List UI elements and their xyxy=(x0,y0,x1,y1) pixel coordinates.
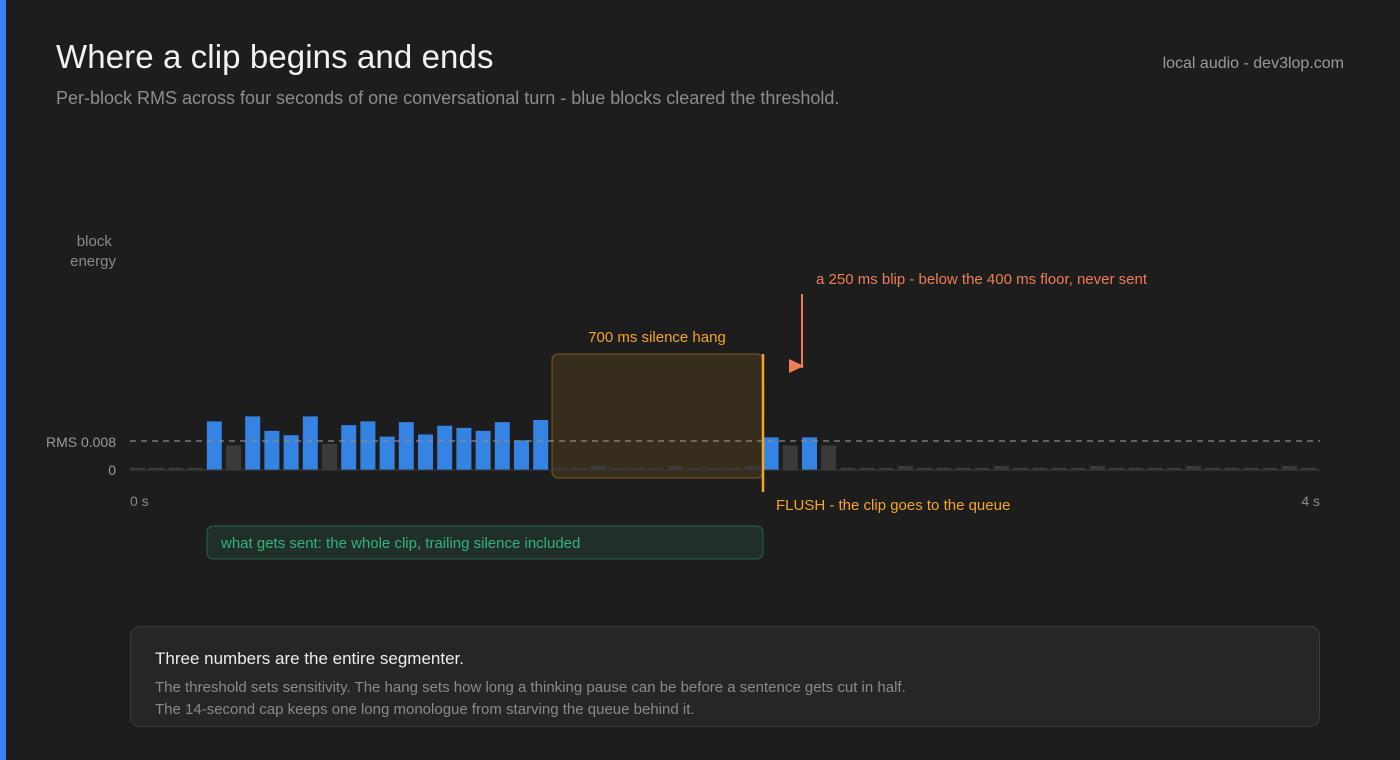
bar-active xyxy=(360,421,376,470)
bar-silent xyxy=(226,445,241,470)
bar-active xyxy=(379,436,395,470)
y-axis-label-line2: energy xyxy=(70,253,116,270)
bar-silent xyxy=(936,467,952,470)
bar-silent xyxy=(1224,467,1240,470)
bar-silent xyxy=(1013,467,1029,470)
bar-silent xyxy=(1243,467,1259,470)
hang-label: 700 ms silence hang xyxy=(588,329,726,346)
bar-silent xyxy=(955,467,971,470)
page-title: Where a clip begins and ends xyxy=(56,38,494,75)
bar-silent xyxy=(130,467,145,470)
bar-silent xyxy=(629,467,645,470)
bar-active xyxy=(264,430,280,470)
bar-silent xyxy=(149,467,165,470)
bar-silent xyxy=(1032,467,1048,470)
bar-silent xyxy=(1109,467,1125,470)
y-axis-label-line1: block xyxy=(77,233,113,250)
bar-silent xyxy=(1166,467,1182,470)
bar-active xyxy=(456,427,472,470)
bar-active xyxy=(437,425,453,470)
sent-label: what gets sent: the whole clip, trailing… xyxy=(220,535,580,552)
note-line-2: The 14-second cap keeps one long monolog… xyxy=(155,701,695,718)
x-end-label: 4 s xyxy=(1301,493,1320,509)
accent-bar xyxy=(0,0,6,760)
bar-silent xyxy=(744,466,760,470)
blip-arrow-head xyxy=(789,359,804,373)
source-label: local audio - dev3lop.com xyxy=(1162,55,1344,72)
bar-silent xyxy=(1262,467,1278,470)
bar-active xyxy=(418,434,433,470)
bar-silent xyxy=(917,467,933,470)
bar-silent xyxy=(782,445,798,470)
bar-silent xyxy=(667,466,683,470)
bar-silent xyxy=(1205,467,1221,470)
bar-silent xyxy=(898,466,913,470)
bar-silent xyxy=(706,467,721,470)
bar-silent xyxy=(552,467,568,470)
threshold-label: RMS 0.008 xyxy=(46,434,116,450)
bar-silent xyxy=(1090,466,1105,470)
flush-label: FLUSH - the clip goes to the queue xyxy=(776,497,1010,514)
bar-silent xyxy=(1051,467,1067,470)
bar-silent xyxy=(571,467,587,470)
bar-active xyxy=(533,420,549,470)
bar-active xyxy=(475,430,491,470)
bar-silent xyxy=(821,445,837,470)
bar-active xyxy=(494,422,510,470)
bar-active xyxy=(302,416,318,471)
bar-silent xyxy=(878,467,894,470)
bar-active xyxy=(398,422,414,470)
zero-label: 0 xyxy=(108,462,116,478)
bar-active xyxy=(514,440,529,470)
bar-active xyxy=(206,421,222,470)
rms-chart: block energy RMS 0.008 0 700 ms silence … xyxy=(46,233,1320,560)
x-start-label: 0 s xyxy=(130,493,149,509)
bar-silent xyxy=(610,467,625,470)
bar-active xyxy=(763,437,779,470)
bar-silent xyxy=(1070,467,1086,470)
note-line-1: The threshold sets sensitivity. The hang… xyxy=(155,679,906,696)
bar-silent xyxy=(859,467,875,470)
hang-region xyxy=(551,353,764,479)
bar-silent xyxy=(974,467,990,470)
bar-active xyxy=(283,435,299,470)
bar-active xyxy=(802,437,817,470)
page-subtitle: Per-block RMS across four seconds of one… xyxy=(56,88,840,108)
bar-silent xyxy=(994,466,1009,470)
bar-active xyxy=(245,416,261,471)
bar-silent xyxy=(1147,467,1163,470)
note-card: Three numbers are the entire segmenter. … xyxy=(130,626,1320,727)
bar-silent xyxy=(840,467,856,470)
bar-silent xyxy=(1128,467,1144,470)
bar-silent xyxy=(1186,466,1201,470)
bar-silent xyxy=(187,467,203,470)
bar-active xyxy=(341,425,357,470)
blip-label: a 250 ms blip - below the 400 ms floor, … xyxy=(816,271,1148,288)
bar-silent xyxy=(1282,466,1297,470)
bar-silent xyxy=(725,467,741,470)
bar-silent xyxy=(590,466,606,470)
note-title: Three numbers are the entire segmenter. xyxy=(155,649,464,668)
bar-silent xyxy=(686,467,702,470)
bar-silent xyxy=(322,443,337,470)
sent-band xyxy=(206,525,764,560)
y-axis-label: block energy xyxy=(70,233,116,270)
bar-silent xyxy=(168,467,184,470)
bar-silent xyxy=(1301,467,1317,470)
bar-silent xyxy=(648,467,664,470)
